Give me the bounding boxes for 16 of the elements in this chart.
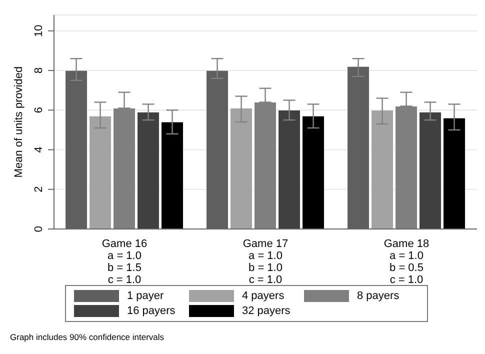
y-tick-label: 6 — [33, 107, 45, 114]
legend-label: 4 payers — [242, 290, 284, 302]
text: Graph includes 90% confidence intervals — [10, 332, 166, 342]
legend-label: 32 payers — [242, 305, 290, 317]
x-tick-label: Game 17 a = 1.0 b = 1.0 c = 1.0 — [242, 238, 288, 286]
y-axis-title: Mean of units provided — [12, 66, 25, 178]
legend-label: 1 payer — [127, 290, 164, 302]
y-tick-label: 4 — [33, 146, 45, 153]
y-tick-label: 0 — [33, 226, 45, 232]
x-tick-label: Game 18 a = 1.0 b = 0.5 c = 1.0 — [384, 238, 430, 286]
y-tick-label: 8 — [33, 67, 45, 74]
legend-label: 16 payers — [127, 305, 176, 317]
y-tick-label: 10 — [33, 24, 45, 37]
legend-label: 8 payers — [357, 290, 400, 302]
x-tick-label: Game 16 a = 1.0 b = 1.5 c = 1.0 — [102, 238, 148, 286]
y-tick-label: 2 — [33, 186, 45, 192]
